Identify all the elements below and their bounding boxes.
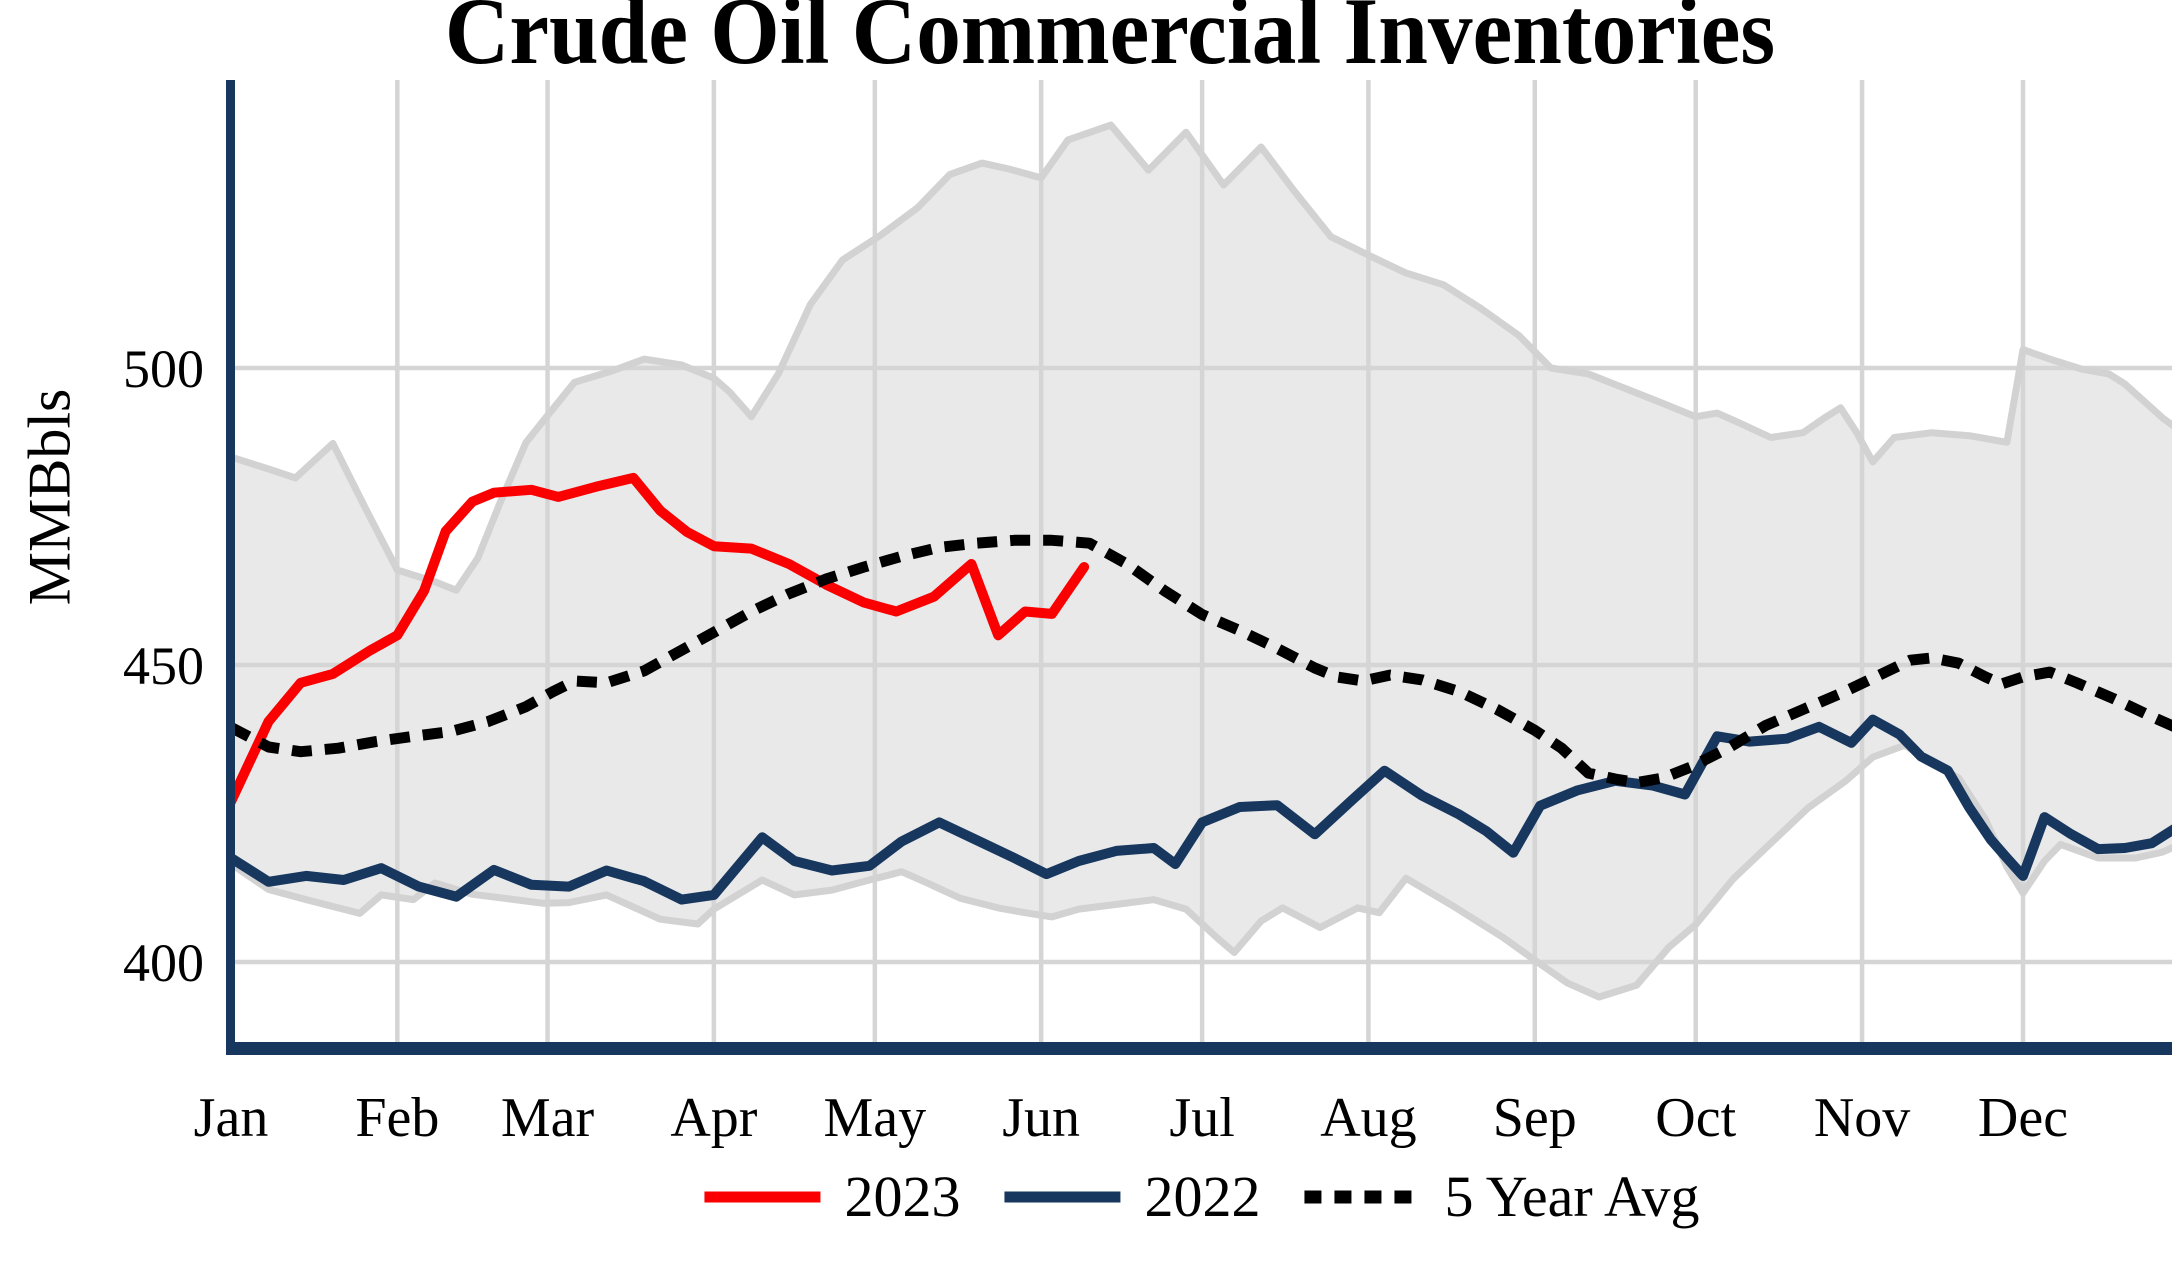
series-line-2023 [226,472,1090,807]
x-tick-label-Apr: Apr [670,1087,757,1149]
x-tick-label-Feb: Feb [355,1087,439,1149]
chart-legend: 2023 2022 5 Year Avg [702,1164,1700,1229]
x-tick-label-Mar: Mar [501,1087,595,1149]
x-tick-label-Nov: Nov [1814,1087,1910,1149]
x-tick-label-Dec: Dec [1978,1087,2068,1149]
legend-swatch-dotted-line [1304,1190,1421,1204]
x-tick-label-Jul: Jul [1169,1087,1234,1149]
series-line-5-year-avg [228,534,2172,789]
x-tick-label-May: May [824,1087,927,1149]
x-axis-line [226,1042,2172,1055]
legend-swatch-line [1004,1191,1121,1203]
legend-item-2023: 2023 [702,1168,960,1226]
x-tick-label-Jan: Jan [194,1087,269,1149]
series-line-2022 [226,714,2172,905]
y-tick-label-500: 500 [123,339,204,399]
x-tick-label-Aug: Aug [1320,1087,1416,1149]
x-tick-label-Sep: Sep [1493,1087,1577,1149]
legend-label: 2023 [844,1164,961,1229]
y-tick-label-400: 400 [123,933,204,993]
y-tick-label-450: 450 [123,636,204,696]
x-tick-label-Jun: Jun [1002,1087,1080,1149]
legend-item-5-year-avg: 5 Year Avg [1302,1164,1700,1229]
legend-swatch-line [704,1191,821,1203]
legend-label: 2022 [1144,1164,1261,1229]
legend-item-2022: 2022 [1002,1168,1260,1226]
y-axis-line [226,80,235,1054]
chart-title: Crude Oil Commercial Inventories [444,0,1776,84]
legend-label: 5 Year Avg [1444,1164,1700,1229]
five-year-range-top-edge [229,121,2172,594]
x-tick-label-Oct: Oct [1655,1087,1736,1149]
